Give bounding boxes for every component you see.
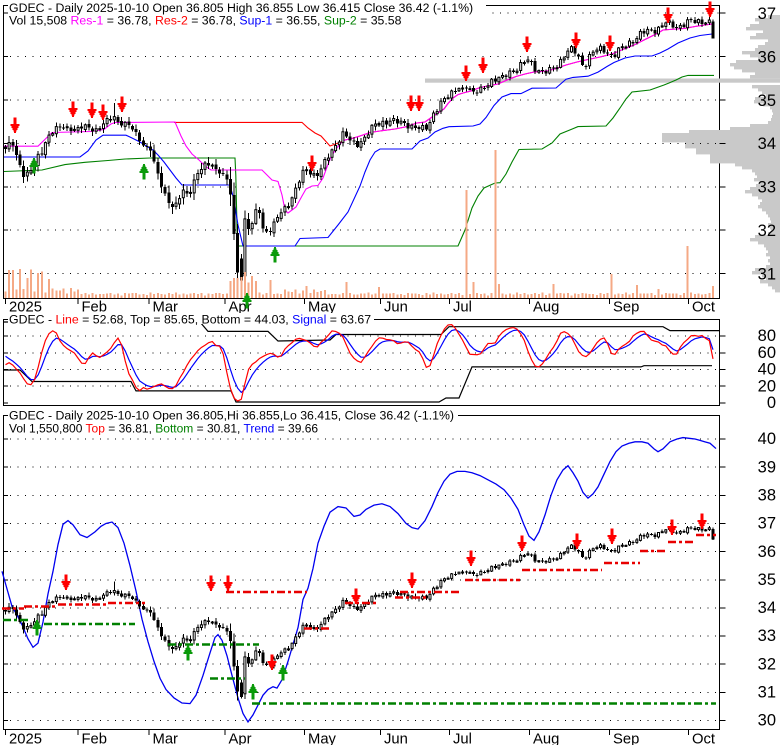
svg-text:36: 36 bbox=[758, 48, 776, 66]
svg-text:39: 39 bbox=[758, 458, 776, 476]
svg-text:60: 60 bbox=[758, 344, 776, 362]
svg-text:Jul: Jul bbox=[453, 300, 472, 316]
svg-text:May: May bbox=[308, 732, 337, 746]
svg-text:Aug: Aug bbox=[533, 300, 559, 316]
svg-text:GDEC - Daily 2025-10-10 Open 3: GDEC - Daily 2025-10-10 Open 36.805,Hi 3… bbox=[9, 409, 454, 423]
svg-text:Jun: Jun bbox=[384, 300, 408, 316]
svg-text:Feb: Feb bbox=[82, 300, 108, 316]
svg-text:Mar: Mar bbox=[153, 732, 179, 746]
svg-text:Jun: Jun bbox=[384, 732, 408, 746]
svg-text:38: 38 bbox=[758, 487, 776, 505]
svg-text:Oct: Oct bbox=[692, 300, 715, 316]
svg-text:36: 36 bbox=[758, 543, 776, 561]
svg-text:Oct: Oct bbox=[692, 732, 715, 746]
svg-text:Aug: Aug bbox=[533, 732, 559, 746]
svg-text:Sep: Sep bbox=[613, 732, 639, 746]
svg-text:Apr: Apr bbox=[229, 732, 252, 746]
svg-text:35: 35 bbox=[758, 571, 776, 589]
svg-text:34: 34 bbox=[758, 135, 776, 153]
svg-text:40: 40 bbox=[758, 361, 776, 379]
svg-text:35: 35 bbox=[758, 92, 776, 110]
svg-text:30: 30 bbox=[758, 712, 776, 730]
svg-text:Vol 1,550,800 Top = 36.81, Bot: Vol 1,550,800 Top = 36.81, Bottom = 30.8… bbox=[9, 422, 318, 436]
svg-text:GDEC - Line = 52.68, Top = 85.: GDEC - Line = 52.68, Top = 85.65, Bottom… bbox=[9, 313, 371, 327]
svg-text:33: 33 bbox=[758, 179, 776, 197]
svg-text:GDEC - Daily 2025-10-10 Open 3: GDEC - Daily 2025-10-10 Open 36.805 High… bbox=[9, 1, 473, 15]
svg-text:31: 31 bbox=[758, 684, 776, 702]
svg-text:Mar: Mar bbox=[153, 300, 179, 316]
svg-text:20: 20 bbox=[758, 377, 776, 395]
svg-text:37: 37 bbox=[758, 5, 776, 23]
svg-text:Jul: Jul bbox=[453, 732, 472, 746]
svg-text:40: 40 bbox=[758, 430, 776, 448]
svg-text:May: May bbox=[308, 300, 337, 316]
svg-text:37: 37 bbox=[758, 515, 776, 533]
svg-text:Feb: Feb bbox=[82, 732, 108, 746]
svg-text:34: 34 bbox=[758, 599, 776, 617]
svg-text:Vol 15,508 Res-1 = 36.78, Res-: Vol 15,508 Res-1 = 36.78, Res-2 = 36.78,… bbox=[9, 14, 402, 28]
svg-text:31: 31 bbox=[758, 265, 776, 283]
svg-text:80: 80 bbox=[758, 327, 776, 345]
svg-text:0: 0 bbox=[767, 394, 776, 412]
svg-text:32: 32 bbox=[758, 222, 776, 240]
svg-text:2025: 2025 bbox=[9, 300, 42, 316]
svg-text:Sep: Sep bbox=[613, 300, 639, 316]
svg-text:33: 33 bbox=[758, 627, 776, 645]
svg-text:2025: 2025 bbox=[9, 732, 42, 746]
svg-text:32: 32 bbox=[758, 655, 776, 673]
